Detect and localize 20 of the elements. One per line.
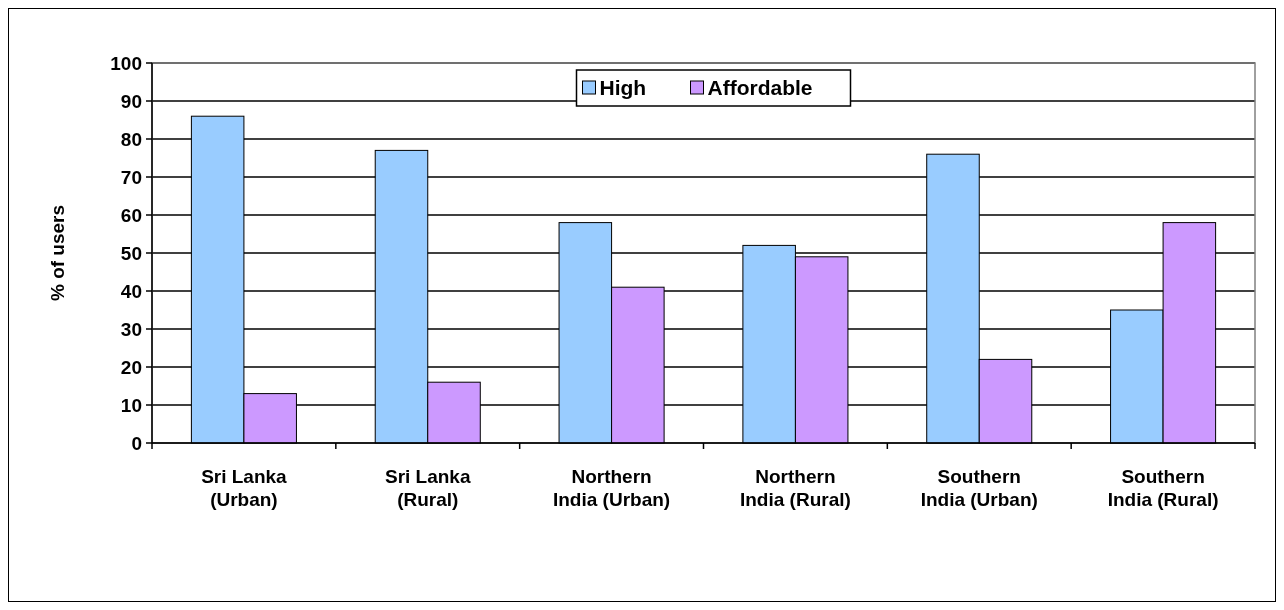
y-tick-label: 90 <box>120 90 142 112</box>
x-tick-label: Sri Lanka (Urban) <box>201 466 288 510</box>
y-tick-label: 20 <box>120 356 142 378</box>
y-tick-label: 10 <box>120 394 142 416</box>
x-tick-label: Northern India (Rural) <box>739 466 851 510</box>
x-tick-label: Sri Lanka (Rural) <box>384 466 471 510</box>
y-tick-label: 50 <box>120 242 142 264</box>
y-axis-title: % of users <box>47 204 68 302</box>
x-tick-label: Southern India (Rural) <box>1107 466 1219 510</box>
y-tick-label: 60 <box>120 204 142 226</box>
legend-label: Affordable <box>707 76 813 100</box>
y-tick-label: 80 <box>120 128 142 150</box>
x-tick-label: Southern India (Urban) <box>920 466 1038 510</box>
y-tick-label: 40 <box>120 280 142 302</box>
legend-label: High <box>599 76 647 100</box>
x-tick-label: Northern India (Urban) <box>553 466 671 510</box>
y-tick-label: 100 <box>110 52 142 74</box>
y-tick-label: 30 <box>120 318 142 340</box>
y-tick-label: 70 <box>120 166 142 188</box>
y-tick-label: 0 <box>131 432 142 454</box>
